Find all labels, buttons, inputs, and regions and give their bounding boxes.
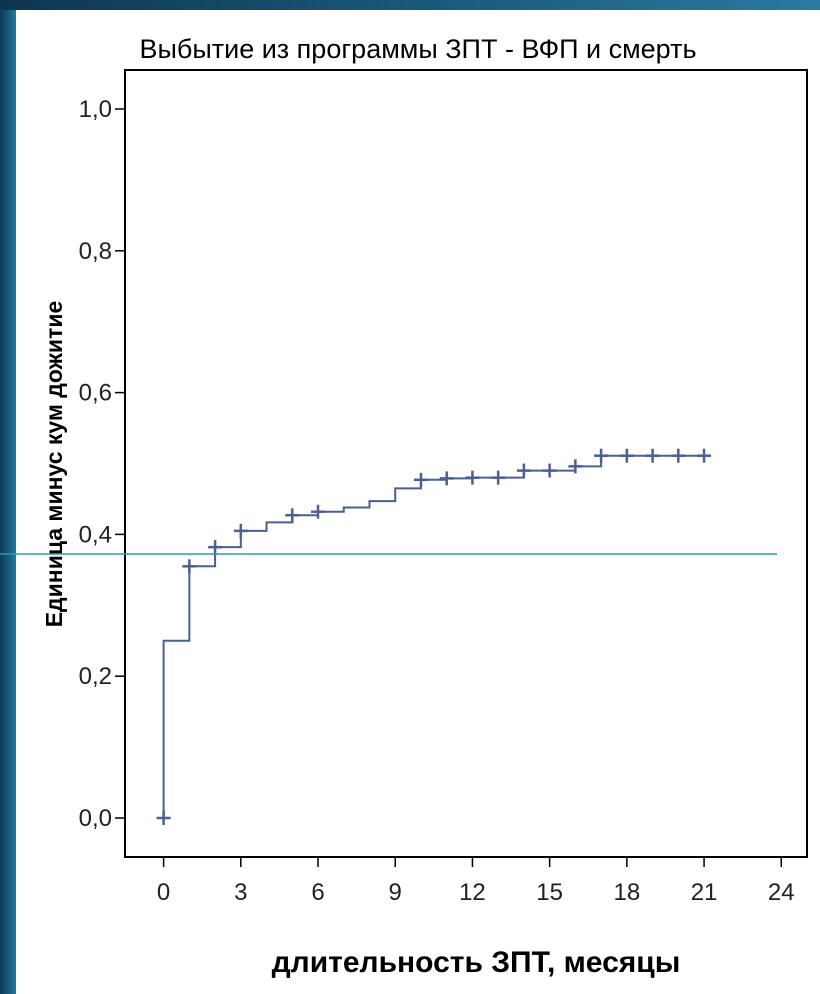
censored-markers [156,448,712,826]
censored-point [182,559,197,574]
y-tick-label: 0,0 [79,805,112,832]
censored-point [413,472,428,487]
x-tick-label: 15 [536,879,563,906]
y-tick-label: 0,8 [79,238,112,265]
x-tick-label: 12 [459,879,486,906]
x-tick-label: 0 [157,879,170,906]
censored-point [645,448,660,463]
x-tick-label: 21 [691,879,718,906]
x-axis: 0 3 6 9 12 15 18 21 24 [157,857,795,906]
censored-point [285,508,300,523]
y-tick-label: 0,6 [79,380,112,407]
slide-top-border [0,0,820,10]
censored-point [671,448,686,463]
figure-panel [16,10,820,994]
y-axis-label: Единица минус кум дожитие [41,301,67,628]
y-tick-label: 0,4 [79,521,112,548]
censored-point [697,448,712,463]
y-tick-label: 1,0 [79,96,112,123]
chart-title: Выбытие из программы ЗПТ - ВФП и смерть [139,34,696,64]
x-tick-label: 3 [234,879,247,906]
x-axis-label: длительность ЗПТ, месяцы [272,946,681,979]
censored-point [594,448,609,463]
censored-point [439,471,454,486]
censored-point [619,448,634,463]
plot-frame [124,69,808,858]
censored-point [568,459,583,474]
y-axis: 0,0 0,2 0,4 0,6 0,8 1,0 [79,96,125,832]
cumulative-incidence-step-line [162,454,705,819]
x-tick-label: 6 [311,879,324,906]
censored-point [491,470,506,485]
x-tick-label: 18 [613,879,640,906]
censored-point [516,463,531,478]
censored-point [156,811,171,826]
x-tick-label: 24 [768,879,795,906]
censored-point [208,540,223,555]
censored-point [542,463,557,478]
y-tick-label: 0,2 [79,663,112,690]
censored-point [465,470,480,485]
x-tick-label: 9 [389,879,402,906]
censored-point [233,523,248,538]
censored-point [311,504,326,519]
